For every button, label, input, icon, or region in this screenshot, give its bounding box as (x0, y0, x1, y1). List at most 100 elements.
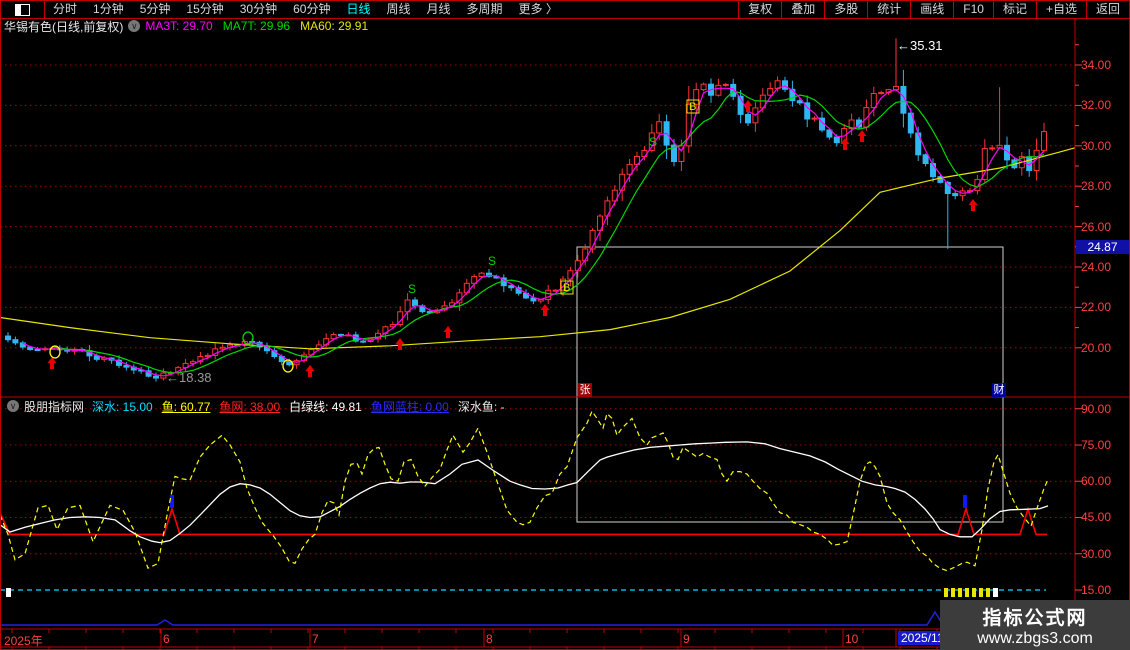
candle-body (937, 176, 944, 183)
bottom-bar (951, 588, 955, 597)
watermark-title: 指标公式网 (982, 607, 1088, 629)
candle-body (833, 136, 840, 144)
candle-body (981, 148, 988, 181)
blue-column (963, 495, 967, 508)
period-item[interactable]: 分时 (53, 2, 78, 16)
price-annotation: ←18.38 (166, 370, 212, 385)
timeline-label: 6 (163, 632, 170, 646)
candle-body (922, 154, 929, 165)
timeline-label: 2025/11 (898, 631, 947, 645)
circle-mark (242, 331, 254, 345)
price-annotation: ←35.31 (897, 38, 943, 53)
tool-item[interactable]: 复权 (738, 1, 781, 18)
period-item[interactable]: 30分钟 (239, 2, 278, 16)
tool-item[interactable]: 标记 (992, 1, 1036, 18)
indicator-axis-label: 90.00 (1081, 401, 1112, 416)
circle-mark (282, 359, 294, 373)
fishnet-line (0, 506, 1047, 536)
candle-body (826, 129, 833, 138)
candle-body (589, 229, 596, 250)
candle-body (219, 346, 226, 350)
indicator-header: ∨ 股朋指标网 深水: 15.00 鱼: 60.77 鱼网: 38.00 白绿线: 4… (2, 398, 514, 415)
indicator-axis-label: 45.00 (1081, 510, 1112, 525)
candle-body (848, 119, 855, 130)
candle-body (611, 189, 618, 202)
window-layout-button[interactable] (1, 1, 45, 18)
timeline-label: 9 (683, 632, 690, 646)
chevron-down-icon[interactable]: ∨ (7, 400, 19, 412)
candle-body (471, 276, 478, 284)
buy-signal-box (686, 99, 700, 114)
candle-body (12, 339, 19, 344)
indicator-values: 深水: 15.00 鱼: 60.77 鱼网: 38.00 白绿线: 49.81 鱼网蓝柱… (92, 398, 514, 415)
price-axis-label: 20.00 (1081, 340, 1112, 355)
bottom-bar (6, 588, 11, 597)
blue-column (170, 495, 174, 508)
period-item[interactable]: 5分钟 (139, 2, 171, 16)
price-axis-label: 30.00 (1081, 138, 1112, 153)
price-badge: 24.87 (1076, 240, 1129, 255)
candle-body (870, 93, 877, 109)
chevron-down-icon[interactable]: ∨ (128, 20, 141, 32)
candle-body (330, 333, 337, 340)
indicator-value: 深水: 15.00 (92, 399, 153, 414)
price-axis-label: 32.00 (1081, 98, 1112, 113)
ma3-line (22, 85, 1045, 377)
period-menu: 分时 1分钟 5分钟 15分钟 30分钟 60分钟 日线 周线 月线 多周期 更多 〉 (45, 1, 566, 18)
period-item[interactable]: 15分钟 (186, 2, 224, 16)
buy-signal-box (560, 280, 574, 295)
candle-body (944, 181, 951, 194)
period-item[interactable]: 月线 (426, 2, 451, 16)
period-item[interactable]: 60分钟 (293, 2, 331, 16)
candle-body (123, 364, 130, 368)
indicator-axis-label: 15.00 (1081, 583, 1112, 597)
indicator-value[interactable]: 鱼网: 38.00 (219, 399, 281, 414)
period-item[interactable]: 多周期 (466, 2, 503, 16)
timeline-label: 2025年 (4, 634, 43, 648)
candle-body (952, 192, 959, 197)
period-item[interactable]: 更多 〉 (518, 2, 558, 16)
period-item[interactable]: 周线 (386, 2, 411, 16)
drawing-tag-right[interactable]: 财 (992, 383, 1006, 397)
stock-title: 华锡有色(日线,前复权) (4, 19, 124, 34)
candle-body (5, 335, 11, 341)
tool-item[interactable]: 叠加 (781, 1, 824, 18)
candle-body (715, 84, 722, 96)
candle-body (338, 333, 344, 336)
buy-arrow-icon (305, 365, 315, 377)
candle-body (782, 80, 788, 90)
buy-arrow-icon (395, 338, 405, 350)
bailv-line (0, 441, 1049, 544)
tool-item[interactable]: 多股 (824, 1, 867, 18)
bottom-bar (944, 588, 948, 597)
candle-body (745, 113, 751, 124)
candle-body (989, 147, 996, 150)
indicator-value[interactable]: 鱼网蓝柱: 0.00 (370, 399, 449, 414)
watermark-url: www.zbgs3.com (977, 629, 1093, 647)
period-item[interactable]: 日线 (346, 2, 371, 16)
drawing-tag-left[interactable]: 张 (578, 383, 592, 397)
bottom-bar (986, 588, 990, 597)
price-axis-label: 22.00 (1081, 300, 1112, 315)
tool-item[interactable]: F10 (953, 1, 993, 18)
tool-item[interactable]: 返回 (1085, 1, 1129, 18)
tool-item[interactable]: 统计 (867, 1, 910, 18)
buy-arrow-icon (47, 357, 57, 369)
bottom-bar (965, 588, 969, 597)
tool-item[interactable]: +自选 (1035, 1, 1086, 18)
candle-body (796, 100, 803, 104)
candle-body (656, 121, 663, 134)
candle-body (545, 289, 552, 300)
ma60-line (0, 147, 1076, 350)
tool-item[interactable]: 画线 (910, 1, 953, 18)
period-item[interactable]: 1分钟 (93, 2, 124, 16)
indicator-value[interactable]: 鱼: 60.77 (161, 399, 211, 414)
candle-body (811, 117, 818, 120)
price-axis-label: 28.00 (1081, 179, 1112, 194)
indicator-value: 深水鱼: - (457, 399, 505, 414)
window-layout-icon (15, 3, 30, 16)
buy-arrow-icon (857, 130, 867, 142)
